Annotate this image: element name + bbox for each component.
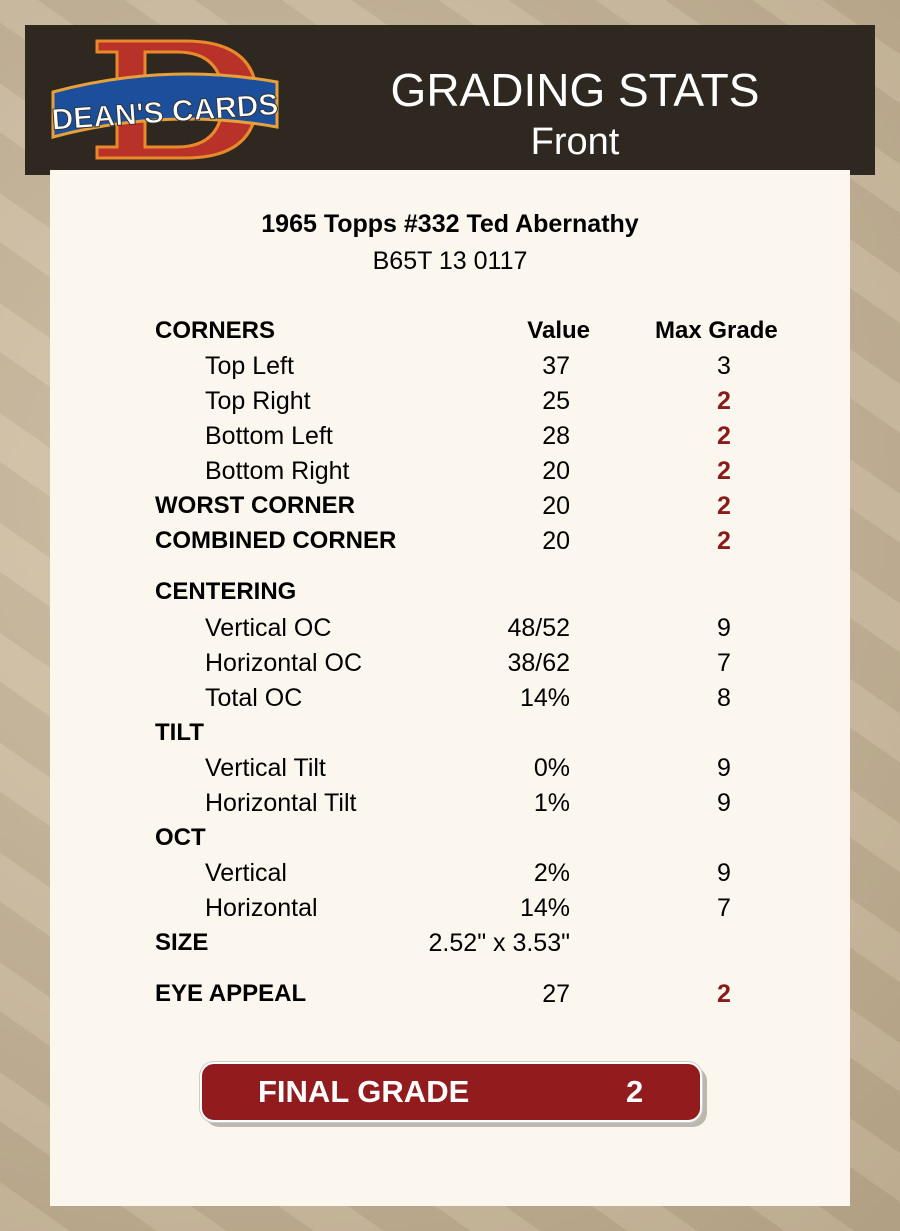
stat-label: Vertical OC	[205, 614, 332, 642]
stat-max-grade: 2	[717, 387, 731, 415]
stat-row: CENTERING	[0, 577, 900, 607]
stat-max-grade: 2	[717, 492, 731, 520]
stat-row: Vertical OC 48/52 9	[0, 613, 900, 643]
stat-label: Vertical Tilt	[205, 754, 326, 782]
stat-label: Horizontal OC	[205, 649, 362, 677]
stat-row: TILT	[0, 718, 900, 748]
stat-max-grade: 9	[717, 789, 731, 817]
stat-max-grade: 9	[717, 859, 731, 887]
stat-label: CORNERS	[155, 317, 276, 344]
header: DEAN'S CARDS GRADING STATS Front	[25, 25, 875, 175]
stat-label: COMBINED CORNER	[155, 527, 397, 554]
stat-value: 14%	[519, 684, 570, 712]
stat-row: Top Left 37 3	[0, 351, 900, 381]
deans-cards-logo: DEAN'S CARDS	[50, 39, 280, 160]
stat-label: Top Right	[205, 387, 311, 415]
stat-value: 0%	[533, 754, 570, 782]
stat-max-grade: 9	[717, 614, 731, 642]
stat-value: 27	[542, 980, 570, 1008]
stat-label: SIZE	[155, 929, 209, 956]
stat-value: 2%	[533, 859, 570, 887]
card-code: B65T 13 0117	[372, 247, 528, 275]
stat-max-grade: 7	[717, 894, 731, 922]
stat-row: Vertical 2% 9	[0, 858, 900, 888]
stat-row: Horizontal OC 38/62 7	[0, 648, 900, 678]
stat-row: Horizontal 14% 7	[0, 893, 900, 923]
card-name: 1965 Topps #332 Ted Abernathy	[261, 210, 639, 238]
stat-max-grade: 2	[717, 457, 731, 485]
stat-label: CENTERING	[155, 578, 297, 605]
stat-label: Bottom Right	[205, 457, 350, 485]
stat-value: 38/62	[507, 649, 570, 677]
stat-value: 25	[542, 387, 570, 415]
stat-label: Horizontal	[205, 894, 318, 922]
stat-label: Vertical	[205, 859, 287, 887]
stat-value: 28	[542, 422, 570, 450]
stat-max-grade: 9	[717, 754, 731, 782]
stat-max-grade: 2	[717, 527, 731, 555]
stat-row: WORST CORNER 20 2	[0, 491, 900, 521]
final-grade-badge: FINAL GRADE 2	[200, 1062, 702, 1122]
stat-value: 48/52	[507, 614, 570, 642]
stat-label: Bottom Left	[205, 422, 333, 450]
stat-row: Vertical Tilt 0% 9	[0, 753, 900, 783]
stat-value: 1%	[533, 789, 570, 817]
stat-max-grade: 8	[717, 684, 731, 712]
stat-label: Top Left	[205, 352, 294, 380]
stat-row: CORNERS Value Max Grade	[0, 316, 900, 346]
stat-value: 2.52" x 3.53"	[428, 929, 570, 957]
stat-label: TILT	[155, 719, 204, 746]
stat-label: WORST CORNER	[155, 492, 355, 519]
stat-label: OCT	[155, 824, 206, 851]
final-grade-value: 2	[626, 1074, 644, 1109]
final-grade-label: FINAL GRADE	[258, 1074, 470, 1109]
stat-row: Horizontal Tilt 1% 9	[0, 788, 900, 818]
column-header-max-grade: Max Grade	[655, 317, 778, 344]
stat-max-grade: 3	[717, 352, 731, 380]
stat-max-grade: 2	[717, 980, 731, 1008]
stat-row: EYE APPEAL 27 2	[0, 979, 900, 1009]
stat-value: 20	[542, 492, 570, 520]
stat-label: Horizontal Tilt	[205, 789, 357, 817]
stat-max-grade: 2	[717, 422, 731, 450]
stat-row: OCT	[0, 823, 900, 853]
stat-row: Total OC 14% 8	[0, 683, 900, 713]
page-subtitle: Front	[530, 121, 620, 163]
stat-row: Bottom Right 20 2	[0, 456, 900, 486]
stat-value: 20	[542, 527, 570, 555]
stat-label: EYE APPEAL	[155, 980, 307, 1007]
stat-row: SIZE 2.52" x 3.53"	[0, 928, 900, 958]
stat-row: Bottom Left 28 2	[0, 421, 900, 451]
column-header-value: Value	[527, 317, 590, 344]
stats-panel	[50, 170, 850, 1206]
stat-value: 14%	[519, 894, 570, 922]
page-title: GRADING STATS	[390, 64, 760, 116]
stat-value: 20	[542, 457, 570, 485]
stat-row: Top Right 25 2	[0, 386, 900, 416]
stat-row: COMBINED CORNER 20 2	[0, 526, 900, 556]
stat-max-grade: 7	[717, 649, 731, 677]
stat-value: 37	[542, 352, 570, 380]
stat-label: Total OC	[205, 684, 303, 712]
